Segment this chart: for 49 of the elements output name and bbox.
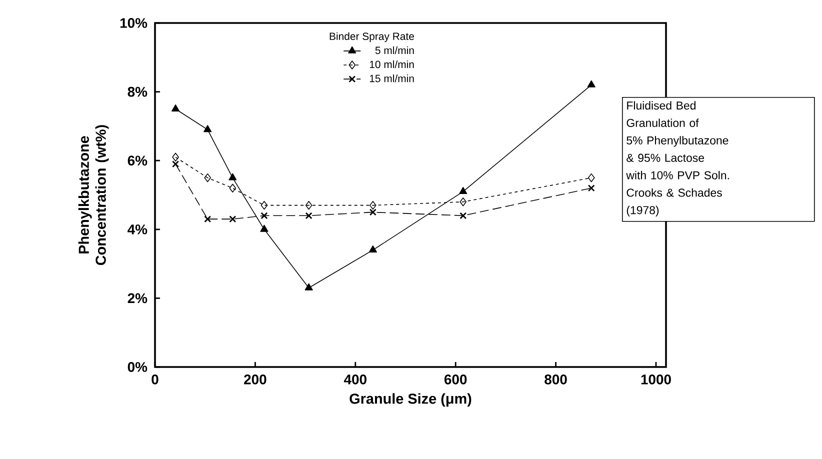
point bbox=[305, 200, 312, 210]
x-tick-label: 400 bbox=[344, 374, 366, 384]
point bbox=[304, 283, 313, 290]
point bbox=[368, 245, 377, 253]
point bbox=[305, 212, 312, 220]
legend-label: 10 ml/min bbox=[370, 60, 414, 68]
x-tick-label: 600 bbox=[444, 374, 467, 384]
y-tick-label: 6% bbox=[128, 156, 148, 166]
point bbox=[588, 173, 595, 182]
point bbox=[459, 186, 468, 194]
annotation: (1978) bbox=[626, 206, 659, 216]
x-tick-label: 200 bbox=[244, 374, 266, 384]
y-axis-title: Phenylkbutazone Concentration (wt%) bbox=[78, 125, 109, 266]
point bbox=[204, 125, 212, 132]
legend-title: Binder Spray Rate bbox=[330, 32, 414, 42]
point bbox=[587, 80, 596, 88]
point bbox=[260, 224, 268, 232]
legend-label: 15 ml/min bbox=[370, 74, 414, 82]
y-tick-label: 4% bbox=[128, 224, 148, 234]
point bbox=[260, 200, 268, 210]
x-tick-label: 0 bbox=[152, 374, 158, 384]
point bbox=[370, 200, 376, 210]
legend-label: 5 ml/min bbox=[375, 46, 414, 54]
annotation: Crooks & Schades bbox=[626, 188, 722, 197]
annotation: Granulation of bbox=[626, 118, 699, 128]
y-tick-label: 2% bbox=[128, 293, 148, 304]
y-tick-label: 0% bbox=[128, 362, 148, 372]
point bbox=[204, 216, 212, 223]
x-axis-title: Granule Size (μm) bbox=[350, 393, 472, 407]
point bbox=[228, 173, 237, 180]
point bbox=[229, 184, 236, 192]
point bbox=[460, 197, 466, 206]
point bbox=[172, 160, 180, 168]
point bbox=[260, 212, 268, 220]
point bbox=[369, 208, 376, 216]
point bbox=[172, 104, 180, 112]
point bbox=[172, 152, 179, 162]
annotation: 5% Phenylbutazone bbox=[626, 136, 728, 147]
x-tick-label: 1000 bbox=[641, 374, 671, 384]
annotation: with 10% PVP Soln. bbox=[626, 170, 729, 180]
point bbox=[588, 184, 595, 192]
point bbox=[229, 216, 236, 223]
annotation: Fluidised Bed bbox=[627, 101, 696, 110]
annotation: & 95% Lactose bbox=[626, 154, 704, 162]
y-tick-label: 10% bbox=[120, 18, 148, 28]
y-tick-label: 8% bbox=[128, 86, 148, 97]
point bbox=[460, 212, 467, 220]
point bbox=[204, 173, 211, 182]
x-tick-label: 800 bbox=[544, 374, 567, 384]
